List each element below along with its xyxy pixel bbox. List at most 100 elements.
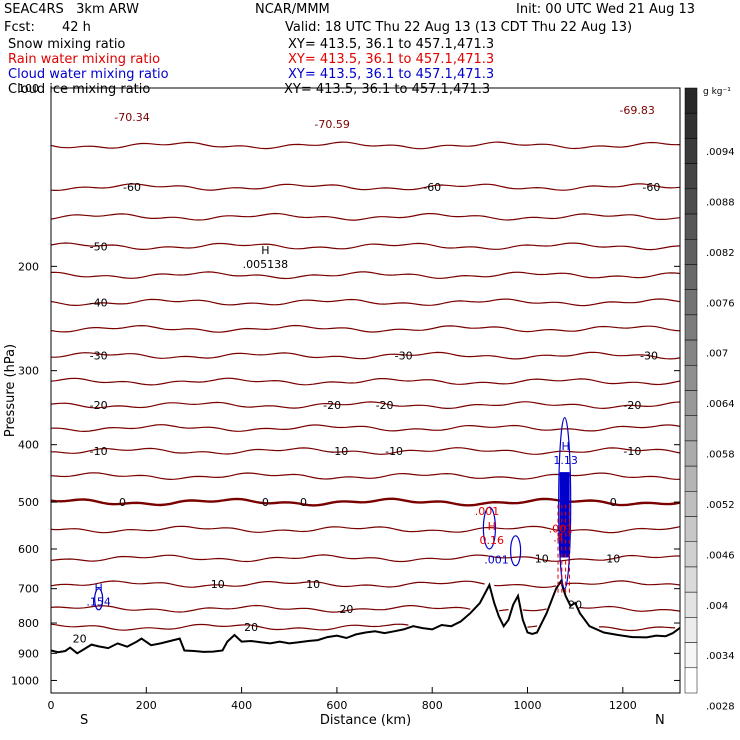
temperature-contour <box>50 212 681 221</box>
colorbar-swatch <box>684 516 698 543</box>
temperature-contour <box>50 271 681 280</box>
extreme-temperature-label: -70.59 <box>314 118 349 131</box>
contour-label: 20 <box>244 621 258 634</box>
cloud-ice-max-marker: H <box>261 244 269 257</box>
contour-label: 10 <box>535 552 549 565</box>
x-tick-label: 1200 <box>609 699 637 712</box>
temperature-contour <box>50 580 681 589</box>
forecast-hour: 42 h <box>62 20 91 35</box>
contour-label: 20 <box>73 633 87 646</box>
valid-time: Valid: 18 UTC Thu 22 Aug 13 (13 CDT Thu … <box>285 20 633 35</box>
colorbar-tick-label: .0094 <box>706 147 735 158</box>
cloud-water-max-value: .154 <box>86 596 111 609</box>
cloud-water-core <box>559 472 570 558</box>
contour-label: -50 <box>90 240 108 253</box>
temperature-contour <box>50 183 681 192</box>
colorbar-swatch <box>684 642 698 669</box>
temperature-contour <box>50 242 681 251</box>
y-tick-label: 100 <box>18 82 39 95</box>
temperature-contour <box>50 497 681 507</box>
colorbar-swatch <box>684 289 698 316</box>
colorbar-tick-label: .0034 <box>706 651 735 662</box>
temperature-contour <box>50 604 681 613</box>
x-tick-label: 1000 <box>514 699 542 712</box>
y-tick-label: 500 <box>18 496 39 509</box>
colorbar-swatch <box>684 213 698 240</box>
y-tick-label: 800 <box>18 617 39 630</box>
colorbar-tick-label: .007 <box>706 349 728 360</box>
x-tick-label: 400 <box>231 699 252 712</box>
contour-label: -40 <box>90 296 108 309</box>
x-tick-label: 200 <box>136 699 157 712</box>
colorbar-tick-label: .004 <box>706 601 728 612</box>
contour-label: 20 <box>339 603 353 616</box>
contour-label: -30 <box>640 350 658 363</box>
colorbar-swatch <box>684 566 698 593</box>
terrain-layer <box>50 578 681 655</box>
colorbar-swatch <box>684 239 698 265</box>
colorbar-swatch <box>684 112 698 139</box>
rain-max-value: .4 <box>553 532 564 545</box>
model-title: SEAC4RS 3km ARW <box>4 2 140 17</box>
temperature-contour <box>51 351 681 360</box>
org-label: NCAR/MMM <box>255 2 330 17</box>
contour-label: -30 <box>395 350 413 363</box>
colorbar-swatch <box>684 440 698 467</box>
field-snow-xy: XY= 413.5, 36.1 to 457.1,471.3 <box>288 37 495 52</box>
temperature-contour <box>50 141 681 150</box>
contour-label: 0 <box>300 496 307 509</box>
contour-label: -20 <box>623 399 641 412</box>
contour-label: -10 <box>623 445 641 458</box>
temperature-contour <box>50 554 680 563</box>
field-cloudwater-xy: XY= 413.5, 36.1 to 457.1,471.3 <box>288 67 495 82</box>
colorbar-tick-label: .0058 <box>706 450 735 461</box>
colorbar-swatch <box>684 390 698 416</box>
temperature-contour <box>50 525 681 534</box>
colorbar-swatch <box>684 591 698 618</box>
cloud-water-contour <box>482 506 496 550</box>
y-tick-label: 600 <box>18 543 39 556</box>
x-axis-label: Distance (km) <box>320 713 411 728</box>
colorbar-tick-label: .0076 <box>706 298 735 309</box>
extreme-temperature-label: -70.34 <box>114 111 149 124</box>
colorbar-swatch <box>684 541 698 568</box>
cloud-water-label-value: .001 <box>484 553 509 566</box>
field-snow-name: Snow mixing ratio <box>8 37 126 52</box>
contour-label: -10 <box>330 445 348 458</box>
temperature-contours: -60 -60 -60 -50 -40 -30 -30 -30 -20 -20 -20 -20 -10 -… <box>50 104 681 646</box>
south-end-label: S <box>80 713 88 728</box>
temperature-contour <box>50 447 681 455</box>
contour-label: -60 <box>642 181 660 194</box>
colorbar-tick-label: .0064 <box>706 399 735 410</box>
colorbar-swatch <box>684 617 698 643</box>
contour-label: -30 <box>90 350 108 363</box>
colorbar-swatch <box>684 163 698 190</box>
field-rain-xy: XY= 413.5, 36.1 to 457.1,471.3 <box>288 52 495 67</box>
colorbar: .0094 .0088 .0082 .0076 .007 .0064 .0058 .0052.… <box>684 87 735 713</box>
contour-label: 0 <box>119 496 126 509</box>
contour-label: -60 <box>123 181 141 194</box>
temperature-contour <box>50 401 681 410</box>
temperature-contour <box>50 324 681 333</box>
cloud-water-contour <box>558 416 572 590</box>
temperature-contour <box>50 623 676 632</box>
colorbar-swatch <box>684 138 698 164</box>
y-tick-label: 900 <box>18 647 39 660</box>
x-tick-label: 800 <box>422 699 443 712</box>
contour-label: -20 <box>376 399 394 412</box>
contour-label: 0 <box>262 496 269 509</box>
colorbar-tick-label: .0088 <box>706 197 735 208</box>
temperature-contour <box>50 298 681 307</box>
y-tick-label: 400 <box>18 439 39 452</box>
cloud-water-contour <box>510 535 522 567</box>
contour-label: -10 <box>385 445 403 458</box>
north-end-label: N <box>655 713 665 728</box>
colorbar-swatch <box>684 87 698 114</box>
colorbar-tick-label: .0028 <box>706 702 735 713</box>
axes: 0 200 400 600 800 1000 12002003004005006007008… <box>11 82 680 712</box>
contour-label: -10 <box>90 445 108 458</box>
temperature-contour <box>50 472 680 481</box>
y-axis-label: Pressure (hPa) <box>3 344 18 437</box>
y-tick-label: 1000 <box>11 674 39 687</box>
